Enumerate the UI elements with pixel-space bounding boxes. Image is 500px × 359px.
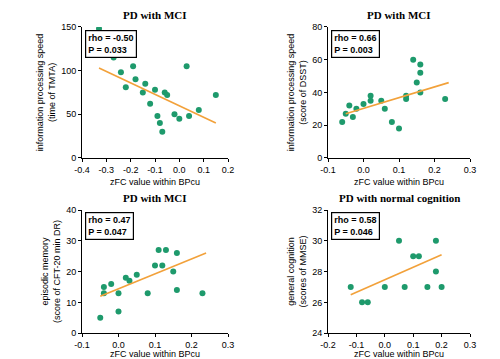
svg-text:zFC value within BPcu: zFC value within BPcu <box>110 177 200 187</box>
svg-text:30: 30 <box>312 236 322 246</box>
svg-text:0: 0 <box>317 153 322 163</box>
svg-text:-0.4: -0.4 <box>74 165 90 175</box>
svg-text:28: 28 <box>312 267 322 277</box>
svg-text:0.3: 0.3 <box>222 340 235 350</box>
svg-text:0.0: 0.0 <box>173 165 186 175</box>
svg-text:10: 10 <box>66 298 76 308</box>
svg-text:150: 150 <box>61 22 76 32</box>
svg-text:0: 0 <box>71 328 76 338</box>
svg-text:26: 26 <box>312 298 322 308</box>
svg-text:zFC value within BPcu: zFC value within BPcu <box>354 349 444 359</box>
svg-text:0.1: 0.1 <box>197 165 210 175</box>
svg-text:0.0: 0.0 <box>379 340 392 350</box>
svg-text:PD with normal cognition: PD with normal cognition <box>339 192 460 204</box>
svg-text:20: 20 <box>66 267 76 277</box>
svg-text:0.3: 0.3 <box>464 165 477 175</box>
svg-text:0.0: 0.0 <box>112 340 125 350</box>
svg-text:20: 20 <box>312 120 322 130</box>
svg-text:-0.3: -0.3 <box>99 165 115 175</box>
svg-text:24: 24 <box>312 328 322 338</box>
svg-text:rho = 0.47P = 0.047: rho = 0.47P = 0.047 <box>88 215 130 237</box>
svg-text:PD with MCI: PD with MCI <box>123 192 187 204</box>
svg-text:-0.1: -0.1 <box>349 340 365 350</box>
svg-text:100: 100 <box>61 66 76 76</box>
svg-text:0.2: 0.2 <box>222 165 235 175</box>
svg-text:32: 32 <box>312 205 322 215</box>
svg-text:50: 50 <box>66 109 76 119</box>
svg-text:-0.1: -0.1 <box>147 165 163 175</box>
svg-text:30: 30 <box>66 236 76 246</box>
svg-text:-0.2: -0.2 <box>320 340 336 350</box>
svg-text:-0.1: -0.1 <box>74 340 90 350</box>
svg-text:information processing speed(s: information processing speed(score of DS… <box>286 34 308 152</box>
svg-text:80: 80 <box>312 22 322 32</box>
svg-text:0.1: 0.1 <box>149 340 162 350</box>
svg-text:zFC value within BPcu: zFC value within BPcu <box>354 177 444 187</box>
svg-text:PD with MCI: PD with MCI <box>367 9 431 21</box>
svg-text:40: 40 <box>312 88 322 98</box>
svg-text:0.1: 0.1 <box>407 340 420 350</box>
svg-text:rho = 0.66P = 0.003: rho = 0.66P = 0.003 <box>334 33 376 55</box>
svg-text:0.3: 0.3 <box>464 340 477 350</box>
svg-text:0.2: 0.2 <box>435 340 448 350</box>
svg-text:rho = 0.58P = 0.046: rho = 0.58P = 0.046 <box>334 215 376 237</box>
svg-text:-0.2: -0.2 <box>123 165 139 175</box>
svg-text:0.2: 0.2 <box>185 340 198 350</box>
svg-text:0.0: 0.0 <box>357 165 370 175</box>
svg-text:0.2: 0.2 <box>428 165 441 175</box>
svg-text:episodic memory(score of CFT-2: episodic memory(score of CFT-20 min DR) <box>40 220 62 323</box>
svg-text:60: 60 <box>312 55 322 65</box>
svg-text:general cognition(scores of MM: general cognition(scores of MMSE) <box>286 236 308 308</box>
svg-text:rho = -0.50P = 0.033: rho = -0.50P = 0.033 <box>88 33 133 55</box>
svg-text:zFC value within BPcu: zFC value within BPcu <box>110 349 200 359</box>
svg-text:-0.1: -0.1 <box>320 165 336 175</box>
svg-text:PD with MCI: PD with MCI <box>123 9 187 21</box>
svg-text:0.1: 0.1 <box>393 165 406 175</box>
svg-text:information processing speed(t: information processing speed(time of TMT… <box>35 34 57 152</box>
svg-text:40: 40 <box>66 205 76 215</box>
svg-text:0: 0 <box>71 153 76 163</box>
